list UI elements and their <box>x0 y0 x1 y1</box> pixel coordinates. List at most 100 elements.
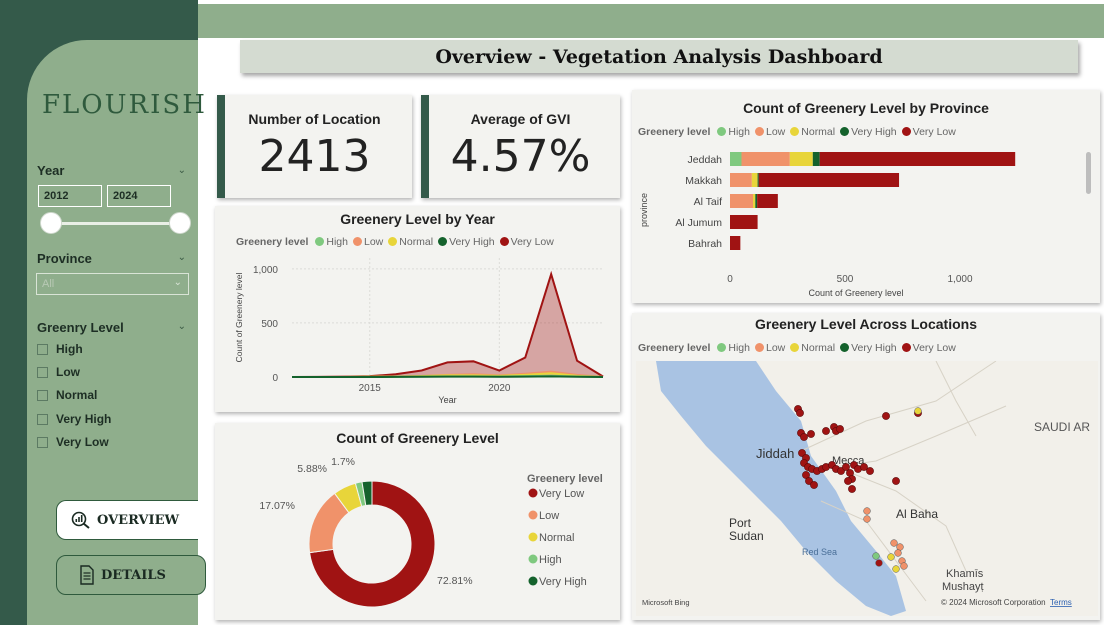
legend-item-very-high[interactable]: Very High <box>438 236 495 248</box>
donut-chart[interactable]: 72.81% 17.07% 5.88% 1.7% Greenery level Very … <box>215 423 620 620</box>
legend-item[interactable]: Very High <box>539 576 587 588</box>
category-label: Al Jumum <box>675 217 722 229</box>
bar-segment[interactable] <box>819 152 1016 166</box>
greenery-option-low[interactable]: Low <box>37 365 80 379</box>
checkbox[interactable] <box>37 413 48 425</box>
bar-segment[interactable] <box>757 194 778 208</box>
red-sea <box>656 361 906 616</box>
y-tick-label: 1,000 <box>253 265 278 276</box>
bar-segment[interactable] <box>753 194 756 208</box>
legend-item-very-low[interactable]: Very Low <box>901 126 956 138</box>
series-line-very-high <box>292 375 604 378</box>
chevron-down-icon[interactable]: ⌄ <box>177 321 186 332</box>
line-chart[interactable]: 0 500 1,000 2015 2020 Year Count of Greenery l… <box>215 206 620 412</box>
donut-slice[interactable] <box>309 480 436 608</box>
legend-item-low[interactable]: Low <box>755 342 785 354</box>
year-slider-min-handle[interactable] <box>40 212 62 234</box>
map-label-port: Port <box>729 516 752 530</box>
greenery-option-high[interactable]: High <box>37 342 83 356</box>
legend-dot <box>901 343 911 352</box>
legend-item-high[interactable]: High <box>315 236 348 248</box>
legend-item-normal[interactable]: Normal <box>790 126 835 138</box>
category-label: Bahrah <box>688 238 722 250</box>
x-tick-label: 1,000 <box>947 274 972 285</box>
greenery-option-very-high[interactable]: Very High <box>37 412 111 426</box>
legend-item[interactable]: Low <box>539 510 559 522</box>
checkbox[interactable] <box>37 366 48 378</box>
bar-segment[interactable] <box>751 173 758 187</box>
legend-item-normal[interactable]: Normal <box>388 236 433 248</box>
chevron-down-icon[interactable]: ⌄ <box>177 165 186 176</box>
legend-item-normal[interactable]: Normal <box>790 342 835 354</box>
legend-dot <box>353 237 362 246</box>
legend-dot <box>528 510 538 520</box>
bar-segment[interactable] <box>730 236 741 250</box>
map-view[interactable]: Jiddah Mecca SAUDI AR Al Baha Port Sudan… <box>636 361 1098 616</box>
map-point <box>882 412 890 420</box>
legend-item[interactable]: Normal <box>539 532 574 544</box>
scrollbar-thumb[interactable] <box>1086 152 1091 194</box>
map-attribution: © 2024 Microsoft Corporation <box>941 598 1046 607</box>
kpi-label: Average of GVI <box>470 111 571 127</box>
map-point <box>866 467 874 475</box>
map-label-jiddah: Jiddah <box>756 446 794 461</box>
map-card: Greenery Level Across Locations Greenery… <box>632 313 1100 620</box>
legend-dot <box>717 127 727 136</box>
legend-item-very-low[interactable]: Very Low <box>901 342 956 354</box>
bar-chart-card: Count of Greenery Level by Province Gree… <box>632 90 1100 303</box>
bar-segment[interactable] <box>730 194 753 208</box>
legend-item-very-high[interactable]: Very High <box>840 126 897 138</box>
year-to-input[interactable]: 2024 <box>107 185 171 207</box>
x-axis-label: Count of Greenery level <box>808 288 903 298</box>
roads <box>800 361 1007 602</box>
year-slider-track[interactable] <box>50 222 180 225</box>
bar-chart[interactable]: 0 500 1,000 Count of Greenery level province… <box>632 90 1100 303</box>
overview-nav-button[interactable]: OVERVIEW <box>56 500 198 540</box>
legend-item[interactable]: Very Low <box>539 488 584 500</box>
year-from-input[interactable]: 2012 <box>38 185 102 207</box>
map-point <box>900 562 908 570</box>
bar-segment[interactable] <box>730 152 742 166</box>
sidebar: FLOURISH Year ⌄ 2012 2024 Province ⌄ All… <box>27 40 206 625</box>
bar-segment[interactable] <box>757 173 759 187</box>
bar-segment[interactable] <box>758 173 900 187</box>
legend-dot <box>755 343 764 352</box>
donut-slice[interactable] <box>361 480 373 507</box>
legend-title: Greenery level <box>236 236 309 248</box>
legend-dot <box>438 237 448 246</box>
map-point <box>863 507 871 515</box>
details-nav-button[interactable]: DETAILS <box>56 555 206 595</box>
x-tick-label: 2020 <box>488 383 511 394</box>
bar-segment[interactable] <box>812 152 820 166</box>
checkbox[interactable] <box>37 343 48 355</box>
map-point <box>800 433 808 441</box>
province-select[interactable]: All ⌄ <box>36 273 189 295</box>
legend-item-high[interactable]: High <box>717 342 750 354</box>
line-chart-card: Greenery Level by Year Greenery level Hi… <box>215 206 620 412</box>
map-terms-link[interactable]: Terms <box>1050 598 1072 607</box>
x-tick-label: 500 <box>837 274 854 285</box>
legend-item-low[interactable]: Low <box>353 236 383 248</box>
map-point <box>822 427 830 435</box>
checkbox[interactable] <box>37 389 48 401</box>
legend-item[interactable]: High <box>539 554 562 566</box>
legend-item-low[interactable]: Low <box>755 126 785 138</box>
bar-segment[interactable] <box>741 152 790 166</box>
bar-segment[interactable] <box>730 215 758 229</box>
checkbox[interactable] <box>37 436 48 448</box>
legend-item-very-low[interactable]: Very Low <box>499 236 554 248</box>
chevron-down-icon[interactable]: ⌄ <box>177 252 186 263</box>
chart-legend: Greenery level High Low Normal Very High… <box>638 126 956 138</box>
bar-segment[interactable] <box>789 152 813 166</box>
greenery-option-very-low[interactable]: Very Low <box>37 435 109 449</box>
map-point <box>848 485 856 493</box>
map-legend: Greenery level High Low Normal Very High… <box>638 342 956 354</box>
legend-item-high[interactable]: High <box>717 126 750 138</box>
legend-item-very-high[interactable]: Very High <box>840 342 897 354</box>
chart-title: Count of Greenery Level <box>336 430 499 446</box>
bar-segment[interactable] <box>755 194 758 208</box>
year-slider-max-handle[interactable] <box>169 212 191 234</box>
greenery-option-normal[interactable]: Normal <box>37 388 97 402</box>
x-axis-label: Year <box>438 395 456 405</box>
bar-segment[interactable] <box>730 173 752 187</box>
